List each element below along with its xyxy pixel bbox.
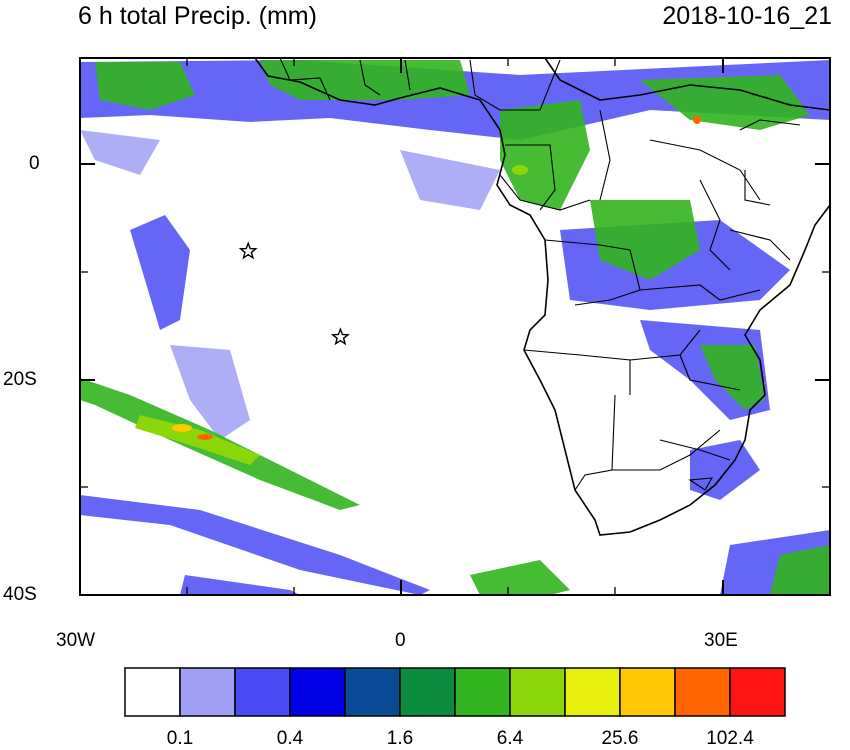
coastlines <box>254 58 830 536</box>
map-title: 6 h total Precip. (mm) <box>78 2 317 30</box>
x-tick-label-30e: 30E <box>704 630 738 651</box>
precip-heavy-cells <box>135 116 701 465</box>
star-marker-2 <box>330 327 350 346</box>
colorbar-box-7 <box>454 667 511 717</box>
colorbar-box-3 <box>234 667 291 717</box>
y-tick-label-20s: 20S <box>3 369 37 390</box>
map-plot-area <box>80 58 830 595</box>
colorbar-box-1 <box>124 667 181 717</box>
colorbar-label: 0.1 <box>166 728 194 749</box>
colorbar-box-8 <box>509 667 566 717</box>
y-tick-label-40s: 40S <box>3 584 37 605</box>
y-tick-label-0: 0 <box>29 153 40 174</box>
colorbar-box-2 <box>179 667 236 717</box>
colorbar-box-4 <box>289 667 346 717</box>
station-markers <box>238 241 350 346</box>
colorbar-label: 102.4 <box>706 728 754 749</box>
precip-light-bands <box>80 60 830 595</box>
colorbar <box>124 667 786 717</box>
map-timestamp: 2018-10-16_21 <box>662 2 832 30</box>
colorbar-box-10 <box>619 667 676 717</box>
star-marker-1 <box>238 241 258 260</box>
colorbar-box-9 <box>564 667 621 717</box>
colorbar-label: 0.4 <box>276 728 304 749</box>
colorbar-label: 1.6 <box>386 728 414 749</box>
colorbar-box-5 <box>344 667 401 717</box>
country-borders <box>279 58 801 491</box>
colorbar-box-12 <box>729 667 786 717</box>
colorbar-label: 25.6 <box>601 728 639 749</box>
map-frame <box>79 57 831 596</box>
colorbar-box-6 <box>399 667 456 717</box>
colorbar-box-11 <box>674 667 731 717</box>
colorbar-label: 6.4 <box>496 728 524 749</box>
x-tick-label-30w: 30W <box>56 630 96 651</box>
x-tick-label-0: 0 <box>395 630 406 651</box>
